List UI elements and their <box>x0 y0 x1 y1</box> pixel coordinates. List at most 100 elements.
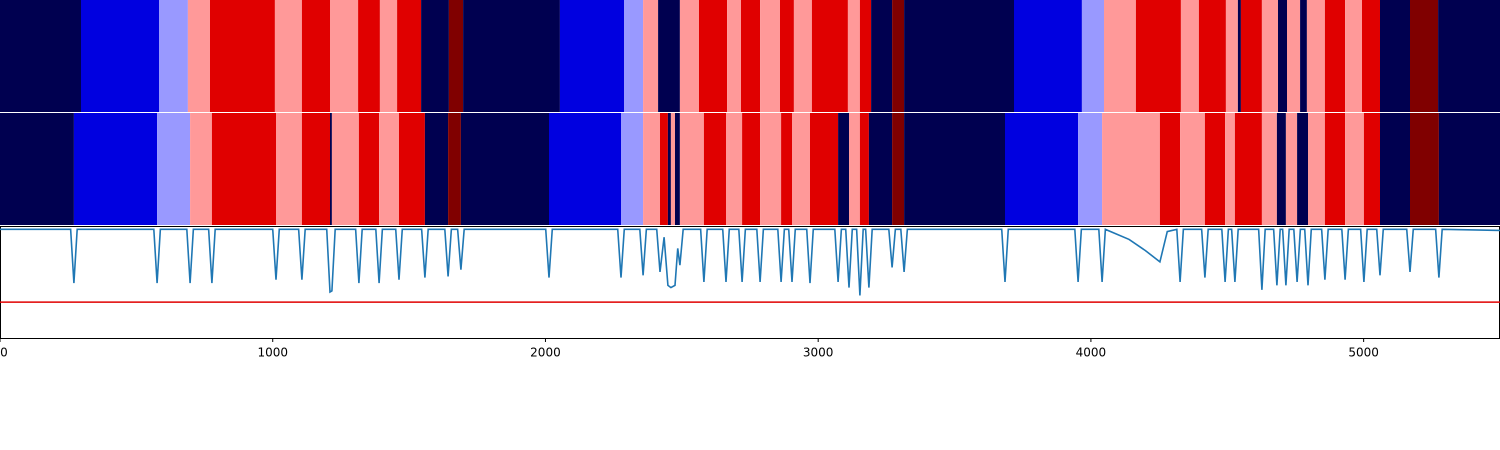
segment <box>397 0 422 112</box>
segment <box>301 113 330 225</box>
segment <box>792 113 810 225</box>
segment <box>1410 0 1439 112</box>
segment <box>301 0 330 112</box>
segment <box>643 113 660 225</box>
segment <box>424 113 449 225</box>
segment <box>331 113 359 225</box>
segment <box>1363 113 1380 225</box>
segment <box>679 0 699 112</box>
segment <box>871 0 893 112</box>
segment <box>1261 0 1278 112</box>
segment <box>1438 113 1500 225</box>
segment <box>210 0 275 112</box>
segment <box>448 113 461 225</box>
segment <box>330 0 359 112</box>
segment <box>624 0 644 112</box>
segment <box>1276 113 1286 225</box>
segment <box>1306 0 1325 112</box>
segment <box>157 113 191 225</box>
x-tick-label: 5000 <box>1348 346 1379 360</box>
segment <box>1345 113 1364 225</box>
segment <box>1104 0 1136 112</box>
segment <box>667 113 671 225</box>
segment <box>859 113 869 225</box>
segment <box>73 113 158 225</box>
segment <box>1234 113 1262 225</box>
segment <box>892 113 905 225</box>
segment <box>1380 113 1410 225</box>
segment <box>190 113 212 225</box>
segment <box>780 0 794 112</box>
segment <box>1005 113 1079 225</box>
x-tick-label: 0 <box>0 346 8 360</box>
segment <box>159 0 188 112</box>
segment <box>379 113 399 225</box>
segment <box>399 113 425 225</box>
segment <box>904 0 1014 112</box>
segment <box>1135 0 1181 112</box>
segment <box>1102 113 1160 225</box>
segment <box>1204 113 1226 225</box>
segment <box>1180 0 1199 112</box>
x-tick-label: 3000 <box>803 346 834 360</box>
segment <box>726 113 743 225</box>
segment <box>0 0 81 112</box>
segment <box>760 113 782 225</box>
segment <box>1308 113 1325 225</box>
segment <box>793 0 812 112</box>
segment <box>703 113 726 225</box>
segment <box>559 0 624 112</box>
segment <box>670 113 675 225</box>
segment <box>1081 0 1104 112</box>
segment <box>658 0 680 112</box>
segment <box>1261 113 1277 225</box>
segment <box>1278 0 1287 112</box>
segment <box>421 0 449 112</box>
segment <box>358 0 380 112</box>
x-tick-label: 4000 <box>1076 346 1107 360</box>
segment <box>1285 113 1298 225</box>
segment <box>904 113 1005 225</box>
segment <box>892 0 905 112</box>
segment <box>727 0 741 112</box>
segment <box>549 113 621 225</box>
segment <box>1287 0 1301 112</box>
segment <box>741 0 761 112</box>
x-tick-label: 2000 <box>530 346 561 360</box>
segment <box>1078 113 1103 225</box>
segment <box>187 0 210 112</box>
segment <box>448 0 464 112</box>
segment <box>1297 113 1308 225</box>
segment <box>1362 0 1380 112</box>
segment <box>1159 113 1181 225</box>
segment <box>1237 0 1241 112</box>
segment <box>1198 0 1226 112</box>
segment <box>1324 113 1346 225</box>
segment <box>1300 0 1307 112</box>
x-tick-label: 1000 <box>257 346 288 360</box>
segment <box>330 113 332 225</box>
segment <box>460 113 549 225</box>
segment <box>1438 0 1500 112</box>
segment <box>1380 0 1410 112</box>
segment <box>211 113 276 225</box>
segment <box>1324 0 1346 112</box>
segment <box>274 0 302 112</box>
segment <box>660 113 668 225</box>
segment <box>838 113 849 225</box>
signal-line <box>0 228 1500 296</box>
segment <box>358 113 380 225</box>
segment <box>810 113 839 225</box>
segment <box>742 113 761 225</box>
segment <box>1225 113 1235 225</box>
segment <box>781 113 792 225</box>
segment <box>621 113 644 225</box>
segment <box>0 113 74 225</box>
segment <box>1225 0 1238 112</box>
segment <box>379 0 398 112</box>
segment <box>699 0 728 112</box>
segment <box>1345 0 1362 112</box>
segment <box>1014 0 1082 112</box>
